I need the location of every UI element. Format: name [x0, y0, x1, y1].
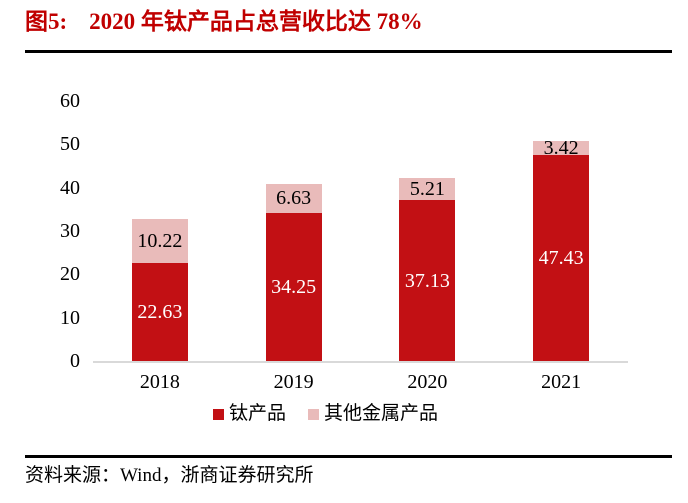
legend-label: 钛产品	[228, 403, 286, 424]
bar-segment: 6.63	[265, 183, 322, 213]
bar-segment: 22.63	[131, 262, 188, 361]
bar-segment: 47.43	[533, 155, 590, 361]
x-axis-labels: 2018 2019 2020 2021	[93, 371, 628, 393]
bar-slot: 3.42 47.43	[494, 101, 628, 361]
legend-marker-icon	[308, 408, 319, 420]
bar-segment: 37.13	[399, 200, 456, 361]
stacked-bar-chart: 0 10 20 30 40 50 60 10.22 22.63 6.63 34.25 5.21 37.1…	[60, 90, 628, 425]
bar-value-label: 37.13	[404, 269, 450, 292]
y-tick-label: 50	[60, 133, 80, 156]
bar-segment: 5.21	[399, 177, 456, 201]
x-tick-label: 2018	[139, 371, 180, 393]
bar-value-label: 34.25	[271, 275, 317, 298]
chart-legend: 钛产品 其他金属产品	[58, 403, 593, 425]
y-tick-label: 10	[60, 306, 80, 329]
x-tick-label: 2021	[541, 371, 582, 393]
y-tick-label: 30	[60, 220, 80, 242]
legend-label: 其他金属产品	[324, 403, 439, 424]
bar-slot: 6.63 34.25	[227, 101, 361, 361]
x-tick-label: 2020	[407, 371, 448, 393]
bar-slot: 5.21 37.13	[361, 101, 495, 361]
bottom-divider	[25, 455, 672, 458]
legend-item: 其他金属产品	[308, 403, 438, 425]
legend-marker-icon	[212, 408, 224, 420]
bar-value-label: 5.21	[409, 177, 445, 200]
stacked-bar: 10.22 22.63	[131, 218, 188, 361]
bar-segment: 3.42	[533, 137, 590, 160]
y-tick-label: 20	[60, 263, 80, 286]
stacked-bar: 5.21 37.13	[399, 177, 456, 361]
x-tick-label: 2019	[273, 371, 314, 393]
stacked-bar: 3.42 47.43	[533, 137, 590, 361]
bar-value-label: 22.63	[137, 300, 183, 323]
top-divider	[25, 50, 672, 53]
y-tick-label: 0	[70, 350, 80, 372]
plot-area: 0 10 20 30 40 50 60 10.22 22.63 6.63 34.25 5.21 37.1…	[60, 90, 628, 372]
bar-value-label: 47.43	[538, 247, 584, 270]
bar-value-label: 3.42	[543, 137, 579, 160]
bar-segment: 34.25	[265, 212, 322, 361]
y-tick-label: 40	[60, 176, 80, 199]
bar-segment: 10.22	[131, 218, 188, 263]
bar-value-label: 6.63	[276, 187, 312, 210]
stacked-bar: 6.63 34.25	[265, 183, 322, 361]
bar-value-label: 10.22	[137, 229, 183, 252]
bar-slot: 10.22 22.63	[93, 101, 227, 361]
y-tick-label: 60	[60, 90, 80, 112]
figure-caption: 2020 年钛产品占总营收比达 78%	[89, 9, 423, 34]
figure-number: 图5:	[25, 9, 68, 34]
legend-item: 钛产品	[212, 403, 286, 425]
figure-title: 图5: 2020 年钛产品占总营收比达 78%	[0, 0, 688, 36]
source-note: 资料来源：Wind，浙商证券研究所	[25, 465, 314, 486]
